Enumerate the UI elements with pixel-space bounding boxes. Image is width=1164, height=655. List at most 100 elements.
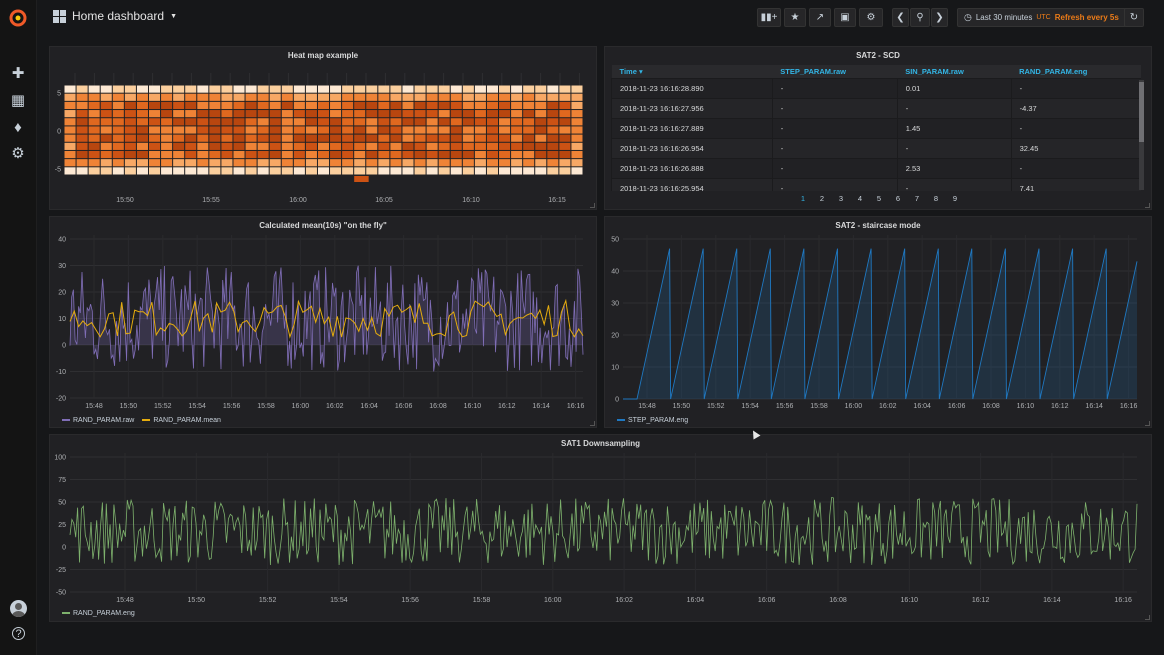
heatmap-cell[interactable] (269, 159, 281, 167)
heatmap-cell[interactable] (354, 134, 366, 142)
heatmap-cell[interactable] (462, 101, 474, 110)
heatmap-cell[interactable] (100, 93, 112, 101)
heatmap-cell[interactable] (136, 118, 148, 126)
add-panel-button[interactable]: ▮▮+ (757, 8, 781, 27)
heatmap-cell[interactable] (474, 167, 486, 175)
heatmap-cell[interactable] (523, 93, 535, 101)
legend-item-rand[interactable]: RAND_PARAM.eng (62, 610, 135, 617)
heatmap-cell[interactable] (281, 85, 293, 93)
heatmap-cell[interactable] (281, 110, 293, 118)
heatmap-cell[interactable] (124, 110, 136, 118)
heatmap-cell[interactable] (535, 85, 547, 93)
heatmap-cell[interactable] (317, 159, 330, 167)
heatmap-cell[interactable] (462, 93, 474, 101)
heatmap-cell[interactable] (390, 167, 402, 175)
heatmap-cell[interactable] (64, 126, 76, 134)
heatmap-cell[interactable] (305, 126, 317, 134)
heatmap-cell[interactable] (366, 126, 378, 134)
heatmap-cell[interactable] (462, 159, 474, 167)
heatmap-cell[interactable] (124, 167, 136, 175)
heatmap-cell[interactable] (293, 150, 305, 159)
heatmap-cell[interactable] (305, 150, 317, 159)
heatmap-cell[interactable] (281, 150, 293, 159)
heatmap-cell[interactable] (185, 85, 197, 93)
heatmap-cell[interactable] (366, 159, 378, 167)
heatmap-cell[interactable] (245, 85, 257, 93)
heatmap-cell[interactable] (450, 85, 462, 93)
heatmap-cell[interactable] (330, 167, 342, 175)
heatmap-cell[interactable] (281, 167, 293, 175)
heatmap-cell[interactable] (317, 134, 330, 142)
heatmap-cell[interactable] (402, 150, 414, 159)
page-link[interactable]: 4 (857, 194, 863, 203)
heatmap-cell[interactable] (342, 150, 354, 159)
heatmap-cell[interactable] (511, 126, 523, 134)
heatmap-cell[interactable] (209, 93, 221, 101)
heatmap-cell[interactable] (474, 93, 486, 101)
heatmap-cell[interactable] (330, 118, 342, 126)
heatmap-cell[interactable] (293, 118, 305, 126)
heatmap-cell[interactable] (269, 126, 281, 134)
legend-item-mean[interactable]: RAND_PARAM.mean (142, 417, 221, 424)
heatmap-cell[interactable] (209, 150, 221, 159)
heatmap-cell[interactable] (438, 118, 450, 126)
heatmap-cell[interactable] (197, 150, 209, 159)
heatmap-cell[interactable] (148, 93, 161, 101)
heatmap-cell[interactable] (185, 159, 197, 167)
heatmap-cell[interactable] (233, 110, 245, 118)
heatmap-cell[interactable] (293, 167, 305, 175)
heatmap-cell[interactable] (161, 134, 173, 142)
heatmap-cell[interactable] (486, 134, 499, 142)
heatmap-cell[interactable] (197, 93, 209, 101)
panel-title[interactable]: SAT2 - staircase mode (835, 221, 921, 230)
heatmap-cell[interactable] (269, 167, 281, 175)
heatmap-cell[interactable] (474, 118, 486, 126)
heatmap-cell[interactable] (161, 159, 173, 167)
heatmap-cell[interactable] (474, 126, 486, 134)
heatmap-cell[interactable] (426, 110, 438, 118)
page-link[interactable]: 1 (800, 194, 806, 203)
heatmap-cell[interactable] (426, 101, 438, 110)
heatmap-cell[interactable] (330, 93, 342, 101)
heatmap-cell[interactable] (390, 134, 402, 142)
heatmap-cell[interactable] (402, 110, 414, 118)
heatmap-cell[interactable] (197, 142, 209, 150)
heatmap-cell[interactable] (76, 93, 88, 101)
heatmap-cell[interactable] (499, 118, 511, 126)
heatmap-cell[interactable] (330, 110, 342, 118)
heatmap-cell[interactable] (209, 142, 221, 150)
column-header[interactable]: STEP_PARAM.raw (772, 65, 898, 78)
heatmap-cell[interactable] (64, 118, 76, 126)
heatmap-cell[interactable] (426, 134, 438, 142)
heatmap-cell[interactable] (64, 134, 76, 142)
heatmap-cell[interactable] (221, 126, 233, 134)
legend-item-step[interactable]: STEP_PARAM.eng (617, 417, 688, 424)
heatmap-cell[interactable] (173, 167, 185, 175)
heatmap-cell[interactable] (88, 126, 100, 134)
dashboards-icon[interactable]: ▦ (10, 92, 26, 109)
heatmap-cell[interactable] (245, 142, 257, 150)
heatmap-cell[interactable] (293, 142, 305, 150)
heatmap-cell[interactable] (124, 118, 136, 126)
heatmap-cell[interactable] (402, 159, 414, 167)
heatmap-cell[interactable] (293, 110, 305, 118)
heatmap-cell[interactable] (390, 126, 402, 134)
heatmap-cell[interactable] (112, 167, 124, 175)
heatmap-cell[interactable] (486, 142, 499, 150)
heatmap-cell[interactable] (462, 118, 474, 126)
heatmap-cell[interactable] (100, 134, 112, 142)
heatmap-cell[interactable] (148, 159, 161, 167)
heatmap-cell[interactable] (535, 126, 547, 134)
heatmap-cell[interactable] (88, 150, 100, 159)
heatmap-cell[interactable] (366, 110, 378, 118)
heatmap-cell[interactable] (112, 85, 124, 93)
heatmap-cell[interactable] (426, 142, 438, 150)
heatmap-cell[interactable] (64, 101, 76, 110)
heatmap-cell[interactable] (474, 110, 486, 118)
heatmap-cell[interactable] (499, 110, 511, 118)
heatmap-cell[interactable] (269, 85, 281, 93)
heatmap-cell[interactable] (547, 134, 559, 142)
heatmap-cell[interactable] (474, 150, 486, 159)
heatmap-cell[interactable] (100, 85, 112, 93)
heatmap-cell[interactable] (535, 110, 547, 118)
